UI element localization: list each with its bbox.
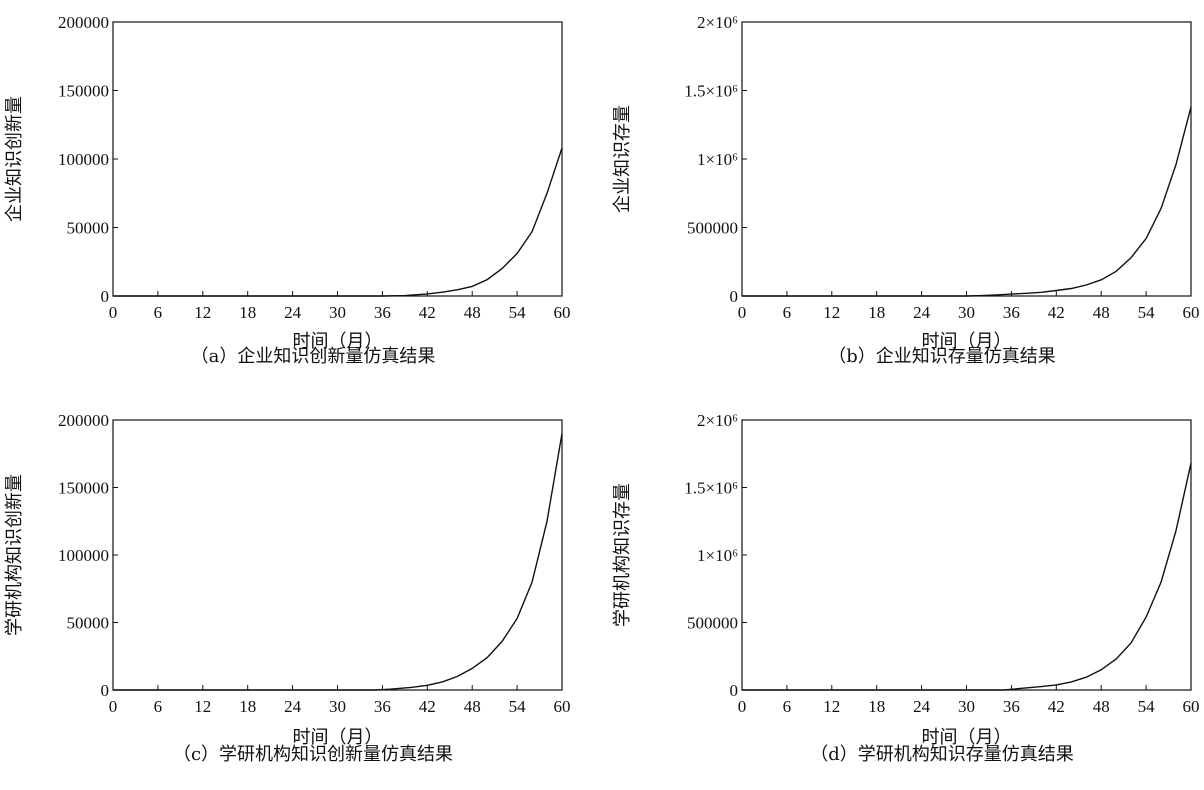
x-tick-label: 36	[374, 303, 391, 322]
x-tick-label: 0	[109, 697, 118, 716]
y-axis-title: 学研机构知识创新量	[4, 474, 25, 636]
panel-caption: （d）学研机构知识存量仿真结果	[810, 744, 1074, 765]
x-axis-title: 时间（月）	[922, 727, 1012, 748]
x-tick-label: 12	[823, 303, 840, 322]
x-tick-label: 42	[419, 303, 436, 322]
x-tick-label: 60	[1183, 303, 1200, 322]
x-tick-label: 36	[1003, 303, 1020, 322]
x-tick-label: 18	[239, 697, 256, 716]
panel-caption: （a）企业知识创新量仿真结果	[191, 346, 436, 367]
x-tick-label: 12	[194, 303, 211, 322]
x-tick-label: 24	[284, 697, 302, 716]
x-tick-label: 18	[239, 303, 256, 322]
y-tick-label: 100000	[58, 150, 109, 169]
y-tick-label: 0	[101, 681, 110, 700]
chart-panel-d: 0 6 12 18 24 30 36 42 48 54 60 0 500000 1×10⁶ 1.5×10⁶ 2…	[612, 411, 1200, 765]
x-tick-label: 48	[1093, 303, 1110, 322]
x-tick-label: 60	[554, 303, 571, 322]
y-tick-label: 50000	[67, 614, 110, 633]
chart-panel-a: 0 6 12 18 24 30 36 42 48 54 60 0 50000 100000 150000 20…	[4, 13, 571, 367]
series-line	[113, 147, 563, 297]
x-tick-label: 6	[154, 697, 163, 716]
x-tick-label: 60	[554, 697, 571, 716]
x-tick-label: 36	[1003, 697, 1020, 716]
x-tick-label: 24	[284, 303, 302, 322]
x-axis-title: 时间（月）	[922, 331, 1012, 352]
x-tick-label: 42	[419, 697, 436, 716]
panel-caption: （c）学研机构知识创新量仿真结果	[173, 744, 453, 765]
y-tick-label: 0	[101, 287, 110, 306]
x-tick-label: 6	[783, 697, 792, 716]
x-tick-label: 48	[1093, 697, 1110, 716]
panel-caption: （b）企业知识存量仿真结果	[828, 346, 1056, 367]
series-line	[742, 463, 1192, 691]
x-tick-label: 6	[783, 303, 792, 322]
x-tick-label: 30	[958, 697, 975, 716]
x-tick-label: 60	[1183, 697, 1200, 716]
x-tick-label: 18	[868, 303, 885, 322]
x-tick-label: 42	[1048, 697, 1065, 716]
x-tick-label: 0	[738, 303, 747, 322]
y-tick-label: 150000	[58, 479, 109, 498]
x-tick-label: 30	[329, 303, 346, 322]
plot-frame	[741, 419, 1192, 691]
y-tick-label: 500000	[687, 219, 738, 238]
x-tick-label: 12	[194, 697, 211, 716]
chart-panel-c: 0 6 12 18 24 30 36 42 48 54 60 0 50000 100000 150000 20…	[4, 411, 571, 765]
y-tick-label: 1.5×10⁶	[684, 479, 738, 498]
plot-frame	[741, 21, 1192, 297]
y-tick-label: 200000	[58, 411, 109, 430]
y-tick-label: 150000	[58, 82, 109, 101]
x-tick-label: 24	[913, 303, 931, 322]
x-tick-label: 42	[1048, 303, 1065, 322]
series-line	[113, 433, 563, 691]
y-tick-label: 0	[730, 287, 739, 306]
y-axis-title: 学研机构知识存量	[612, 483, 633, 627]
x-tick-label: 18	[868, 697, 885, 716]
x-axis-title: 时间（月）	[293, 727, 383, 748]
y-tick-label: 200000	[58, 13, 109, 32]
y-tick-label: 0	[730, 681, 739, 700]
x-tick-label: 6	[154, 303, 163, 322]
chart-panel-b: 0 6 12 18 24 30 36 42 48 54 60 0 500000 1×10⁶ 1.5×10⁶ 2…	[612, 13, 1200, 367]
y-tick-label: 2×10⁶	[697, 411, 738, 430]
x-tick-label: 0	[109, 303, 118, 322]
plot-frame	[112, 21, 563, 297]
y-tick-label: 2×10⁶	[697, 13, 738, 32]
y-tick-label: 1.5×10⁶	[684, 82, 738, 101]
y-tick-label: 50000	[67, 219, 110, 238]
y-tick-label: 1×10⁶	[697, 546, 738, 565]
x-tick-label: 24	[913, 697, 931, 716]
x-tick-label: 36	[374, 697, 391, 716]
x-tick-label: 30	[329, 697, 346, 716]
x-tick-label: 48	[464, 697, 481, 716]
y-tick-label: 500000	[687, 614, 738, 633]
x-tick-label: 12	[823, 697, 840, 716]
x-tick-label: 0	[738, 697, 747, 716]
y-axis-title: 企业知识存量	[612, 105, 633, 213]
x-tick-label: 54	[1138, 697, 1156, 716]
x-tick-label: 48	[464, 303, 481, 322]
y-axis-title: 企业知识创新量	[4, 96, 25, 222]
x-tick-label: 30	[958, 303, 975, 322]
x-tick-label: 54	[509, 697, 527, 716]
x-tick-label: 54	[1138, 303, 1156, 322]
x-tick-label: 54	[509, 303, 527, 322]
y-tick-label: 100000	[58, 546, 109, 565]
y-tick-label: 1×10⁶	[697, 150, 738, 169]
x-axis-title: 时间（月）	[293, 331, 383, 352]
series-line	[742, 106, 1192, 297]
